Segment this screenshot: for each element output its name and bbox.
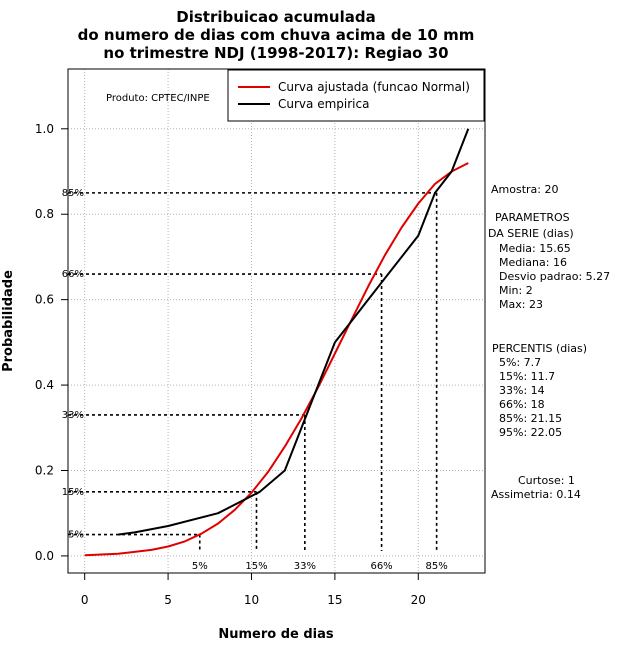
sample-size: Amostra: 20	[491, 183, 558, 196]
percentis-line-1: PERCENTIS (dias)	[492, 342, 587, 355]
x-tick-label: 10	[244, 593, 259, 607]
legend-label-fitted: Curva ajustada (funcao Normal)	[278, 80, 470, 94]
percentis-line-4: 33%: 14	[499, 384, 545, 397]
percentile-y-label: 15%	[62, 487, 84, 498]
percentile-x-label: 5%	[192, 561, 208, 572]
y-tick-label: 0.6	[35, 293, 54, 307]
series-empirical-line	[117, 128, 470, 536]
plot-frame	[67, 68, 486, 574]
percentile-y-label: 66%	[62, 269, 84, 280]
y-axis-title: Probabilidade	[1, 270, 16, 372]
percentile-x-label: 15%	[245, 561, 267, 572]
y-tick-label: 0.0	[35, 549, 54, 563]
chart-title-line-1: Distribuicao acumulada	[176, 8, 375, 26]
percentis-line-2: 5%: 7.7	[499, 356, 541, 369]
params-line-7: Max: 23	[499, 298, 543, 311]
kurtosis: Curtose: 1	[518, 474, 575, 487]
axis-ticks: 0 5 10 15 20 0.0 0.2 0.4 0.6 0.8 1.0	[35, 122, 426, 607]
legend: Curva ajustada (funcao Normal) Curva emp…	[227, 69, 485, 122]
product-label: Produto: CPTEC/INPE	[106, 93, 210, 104]
params-line-1: PARAMETROS	[495, 211, 570, 224]
legend-box	[227, 69, 485, 122]
x-tick-label: 5	[164, 593, 172, 607]
percentile-y-label: 33%	[62, 410, 84, 421]
skewness: Assimetria: 0.14	[491, 488, 581, 501]
percentile-y-label: 85%	[62, 188, 84, 199]
percentile-y-label: 5%	[68, 530, 84, 541]
percentile-x-label: 85%	[426, 561, 448, 572]
x-tick-label: 0	[81, 593, 89, 607]
y-tick-label: 1.0	[35, 122, 54, 136]
chart-title-line-3: no trimestre NDJ (1998-2017): Regiao 30	[103, 44, 448, 62]
percentis-line-6: 85%: 21.15	[499, 412, 562, 425]
legend-label-empirical: Curva empirica	[278, 97, 369, 111]
percentis-line-3: 15%: 11.7	[499, 370, 555, 383]
x-axis-title: Numero de dias	[218, 627, 334, 642]
params-line-3: Media: 15.65	[499, 242, 571, 255]
side-panel: Amostra: 20 PARAMETROS DA SERIE (dias) M…	[488, 183, 610, 501]
y-tick-label: 0.8	[35, 207, 54, 221]
percentile-x-label: 33%	[294, 561, 316, 572]
grid	[68, 69, 485, 573]
params-line-6: Min: 2	[499, 284, 533, 297]
params-line-4: Mediana: 16	[499, 256, 567, 269]
params-line-2: DA SERIE (dias)	[488, 227, 574, 240]
percentis-line-7: 95%: 22.05	[499, 426, 562, 439]
percentile-markers: 5% 5% 15% 15% 33% 33% 66% 66% 85% 85%	[62, 188, 448, 572]
params-line-5: Desvio padrao: 5.27	[499, 270, 610, 283]
percentis-line-5: 66%: 18	[499, 398, 545, 411]
chart-title-line-2: do numero de dias com chuva acima de 10 …	[78, 26, 475, 44]
y-tick-label: 0.4	[35, 378, 54, 392]
y-tick-label: 0.2	[35, 463, 54, 477]
percentile-x-label: 66%	[370, 561, 392, 572]
series-lines	[84, 128, 470, 557]
x-tick-label: 15	[327, 593, 342, 607]
x-tick-label: 20	[411, 593, 426, 607]
series-fitted-normal-line	[84, 162, 469, 557]
